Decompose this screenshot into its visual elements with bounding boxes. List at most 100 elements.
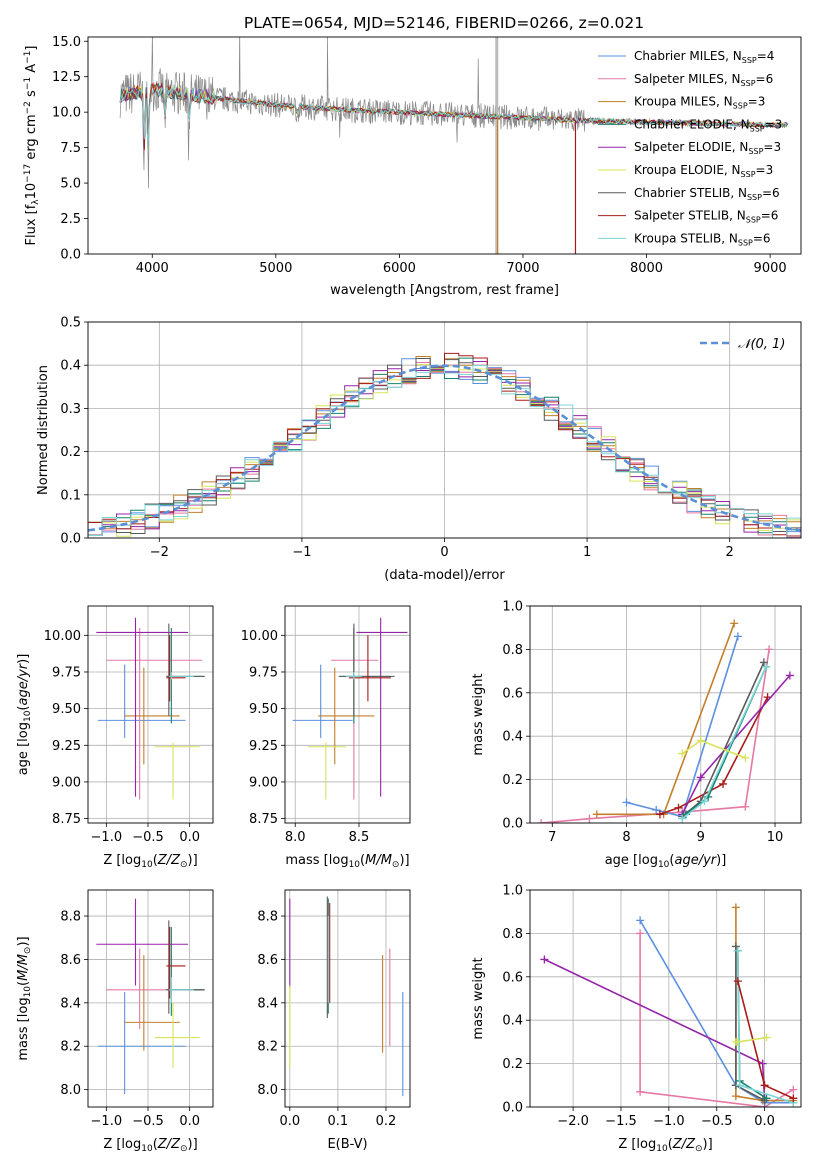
- legend-entry: 𝒩(0, 1): [738, 337, 785, 352]
- weight-marker: [762, 1033, 771, 1042]
- x-tick-label: −2.0: [557, 1114, 589, 1129]
- y-tick-label: 1.0: [502, 884, 523, 899]
- weight-marker: [730, 619, 739, 628]
- age_vs_Z-panel: −1.0 −0.5 0.0 8.75 9.00 9.25 9.50 9.75 10.00 Z [l…: [16, 605, 214, 870]
- legend-entry: Chabrier STELIB, NSSP=6: [634, 186, 780, 202]
- y-tick-label: 1.0: [502, 600, 523, 615]
- y-tick-label: 8.0: [257, 1083, 278, 1098]
- x-tick-label: 9: [697, 830, 705, 845]
- x-tick-label: 0.0: [279, 1114, 300, 1129]
- weight-marker: [537, 819, 546, 823]
- legend-entry: Kroupa ELODIE, NSSP=3: [634, 163, 773, 179]
- weight-marker: [741, 802, 750, 811]
- x-tick-label: 9000: [754, 261, 787, 276]
- y-tick-label: 0.3: [60, 402, 81, 417]
- y-tick-label: 10.00: [241, 629, 278, 644]
- x-tick-label: 0: [440, 545, 448, 560]
- weight-marker: [636, 929, 645, 938]
- weight-marker: [741, 753, 750, 762]
- x-tick-label: −1.0: [91, 830, 123, 845]
- weight-marker: [719, 779, 728, 788]
- weight-line: [737, 950, 794, 1104]
- x-tick-label: 8000: [630, 261, 663, 276]
- weight-line: [737, 980, 794, 1100]
- x-tick-label: 0.2: [376, 1114, 397, 1129]
- weight-marker: [636, 916, 645, 925]
- x-tick-label: 5000: [259, 261, 292, 276]
- weight-marker: [762, 662, 771, 671]
- x-tick-label: −0.5: [701, 1114, 733, 1129]
- y-axis-label: mass [log10(M/M⊙)]: [16, 936, 33, 1060]
- y-tick-label: 8.6: [60, 953, 81, 968]
- x-tick-label: 7: [548, 830, 556, 845]
- x-tick-label: 0.0: [179, 1114, 200, 1129]
- x-tick-label: −0.5: [132, 1114, 164, 1129]
- figure-title: PLATE=0654, MJD=52146, FIBERID=0266, z=0…: [244, 14, 644, 32]
- x-tick-label: 8: [622, 830, 630, 845]
- age_vs_Z-plot-area: [96, 617, 205, 800]
- x-axis-label: Z [log10(Z/Z⊙)]: [103, 853, 197, 870]
- weight-marker: [540, 955, 549, 964]
- y-tick-label: 0.0: [60, 248, 81, 263]
- y-tick-label: 0.8: [502, 643, 523, 658]
- y-tick-label: 8.2: [257, 1040, 278, 1055]
- y-tick-label: 0.0: [60, 532, 81, 547]
- x-tick-label: 6000: [383, 261, 416, 276]
- y-axis-label: age [log10(age/yr)]: [16, 654, 33, 776]
- weight-marker: [678, 814, 687, 823]
- observed-spectrum: [119, 37, 709, 189]
- y-axis-label: mass weight: [471, 673, 486, 755]
- mass_vs_ebv-frame: [284, 889, 411, 1108]
- legend: 𝒩(0, 1): [700, 337, 785, 352]
- weight-marker: [652, 805, 661, 814]
- y-tick-label: 10.00: [44, 629, 81, 644]
- y-tick-label: 0.6: [502, 686, 523, 701]
- weight-marker: [622, 798, 631, 807]
- legend: Chabrier MILES, NSSP=4 Salpeter MILES, NS…: [598, 49, 782, 247]
- residuals-panel: −2 −1 0 1 2 0.0 0.1 0.2 0.3 0.4 0.5 (data-model)/er…: [36, 316, 802, 583]
- x-tick-label: 2: [726, 545, 734, 560]
- x-tick-label: 4000: [136, 261, 169, 276]
- mass_vs_Z-plot-area: [96, 898, 205, 1094]
- weight-marker: [733, 946, 742, 955]
- weight-marker: [731, 942, 740, 951]
- y-tick-label: 7.5: [60, 141, 81, 156]
- x-axis-label: E(B-V): [327, 1137, 367, 1152]
- y-tick-label: 2.5: [60, 212, 81, 227]
- y-tick-label: 0.2: [502, 773, 523, 788]
- weight-marker: [731, 1092, 740, 1101]
- mass_weight_vs_Z-panel: −2.0 −1.5 −1.0 −0.5 0.0 0.0 0.2 0.4 0.6 0.8 1.0 Z […: [471, 884, 802, 1154]
- x-axis-label: (data-model)/error: [384, 568, 505, 583]
- y-tick-label: 0.8: [502, 927, 523, 942]
- y-tick-label: 9.75: [52, 665, 81, 680]
- weight-marker: [733, 1037, 742, 1046]
- weight-marker: [759, 658, 768, 667]
- mass_vs_Z-panel: −1.0 −0.5 0.0 8.0 8.2 8.4 8.6 8.8 Z [log10(Z/Z⊙)…: [16, 889, 214, 1154]
- x-axis-label: wavelength [Angstrom, rest frame]: [330, 283, 559, 298]
- weight-marker: [765, 645, 774, 654]
- y-tick-label: 8.75: [249, 812, 278, 827]
- residuals-plot-area: [88, 352, 801, 538]
- age_vs_mass-panel: 8.0 8.5 8.75 9.00 9.25 9.50 9.75 10.00 mass [log…: [241, 605, 411, 870]
- weight-line: [659, 696, 769, 816]
- weight-line: [681, 674, 791, 815]
- weight-line: [639, 919, 794, 1104]
- x-axis-label: Z [log10(Z/Z⊙)]: [103, 1137, 197, 1154]
- y-tick-label: 12.5: [52, 70, 81, 85]
- weight-marker: [655, 810, 664, 819]
- x-tick-label: −1.0: [91, 1114, 123, 1129]
- legend-entry: Salpeter STELIB, NSSP=6: [634, 209, 778, 225]
- y-tick-label: 0.2: [502, 1057, 523, 1072]
- legend-entry: Kroupa MILES, NSSP=3: [634, 95, 765, 111]
- mass_vs_ebv-panel: 0.0 0.1 0.2 8.0 8.2 8.4 8.6 8.8 E(B-V): [257, 889, 411, 1152]
- weight-marker: [789, 1094, 798, 1103]
- x-tick-label: 0.1: [328, 1114, 349, 1129]
- x-tick-label: −1.5: [605, 1114, 637, 1129]
- y-tick-label: 0.5: [60, 316, 81, 331]
- weight-marker: [760, 1081, 769, 1090]
- y-tick-label: 9.25: [249, 739, 278, 754]
- mass_vs_ebv-plot-area: [289, 896, 404, 1097]
- y-tick-label: 9.50: [249, 702, 278, 717]
- weight-marker: [696, 773, 705, 782]
- legend-entry: Salpeter MILES, NSSP=6: [634, 72, 773, 88]
